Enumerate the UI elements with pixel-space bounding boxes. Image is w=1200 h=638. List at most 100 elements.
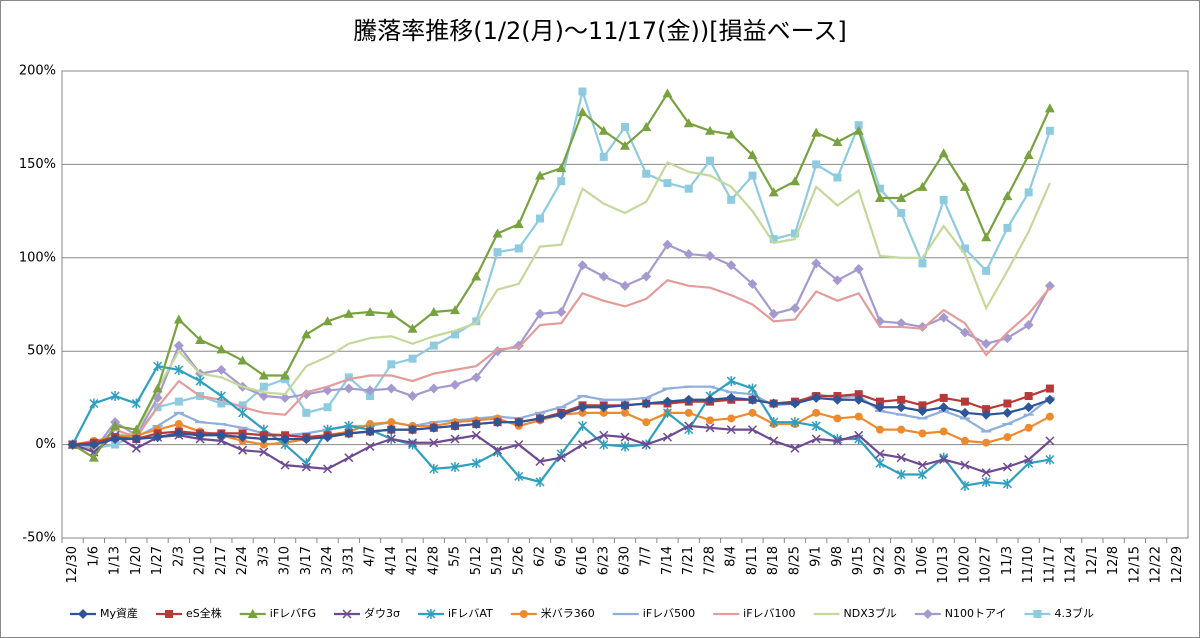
x-tick-label: 3/10 <box>278 546 293 575</box>
marker <box>938 312 949 323</box>
marker <box>577 402 588 413</box>
legend-label: NDX3ブル <box>844 606 897 620</box>
marker <box>620 432 630 442</box>
marker <box>365 385 376 396</box>
marker <box>960 244 969 253</box>
marker <box>768 187 779 197</box>
marker <box>450 379 461 390</box>
marker <box>387 360 396 369</box>
x-tick-label: 7/28 <box>702 546 717 575</box>
marker <box>450 462 460 473</box>
marker <box>875 397 884 406</box>
marker <box>556 163 567 173</box>
marker <box>1002 462 1012 472</box>
marker <box>599 152 608 161</box>
marker <box>811 127 822 137</box>
marker <box>663 179 672 188</box>
marker <box>621 408 629 417</box>
x-tick-label: 5/26 <box>511 546 526 575</box>
marker <box>152 432 163 443</box>
x-tick-label: 2/10 <box>193 546 208 575</box>
x-tick-label: 10/20 <box>957 546 972 583</box>
marker <box>854 412 863 421</box>
marker <box>429 463 439 474</box>
marker <box>1003 399 1012 408</box>
marker <box>535 456 545 466</box>
x-tick-label: 10/6 <box>915 546 930 575</box>
x-tick-label: 1/27 <box>150 546 165 575</box>
marker <box>748 408 757 417</box>
x-tick-label: 9/1 <box>809 546 824 567</box>
marker <box>492 417 503 428</box>
marker <box>621 123 629 132</box>
marker <box>519 610 528 618</box>
marker <box>1045 454 1055 465</box>
x-tick-label: 12/29 <box>1170 546 1185 583</box>
marker <box>78 609 88 619</box>
x-tick-label: 4/28 <box>426 546 441 575</box>
marker <box>811 420 821 431</box>
marker <box>917 469 927 480</box>
marker <box>1045 126 1054 135</box>
marker <box>747 425 758 435</box>
x-tick-label: 12/30 <box>65 546 80 583</box>
marker <box>598 402 609 413</box>
marker <box>216 344 227 354</box>
marker <box>897 395 906 404</box>
marker <box>1033 610 1042 618</box>
marker <box>875 425 884 434</box>
marker <box>599 439 609 450</box>
marker <box>428 306 439 316</box>
series-line <box>72 279 1051 450</box>
marker <box>131 424 142 434</box>
marker <box>153 361 163 372</box>
legend-label: eS全株 <box>186 606 222 620</box>
marker <box>174 397 183 406</box>
marker <box>1045 412 1054 421</box>
marker <box>960 460 970 470</box>
x-tick-label: 8/11 <box>745 546 760 575</box>
marker <box>812 408 821 417</box>
x-tick-label: 10/27 <box>979 546 994 583</box>
y-tick-label: 150% <box>19 157 56 172</box>
marker <box>875 449 885 459</box>
legend-label: ダウ3σ <box>364 606 400 620</box>
marker <box>747 394 758 405</box>
marker <box>1044 394 1055 405</box>
marker <box>896 193 907 203</box>
marker <box>960 397 969 406</box>
marker <box>1024 423 1033 432</box>
x-tick-label: 3/17 <box>299 546 314 575</box>
marker <box>513 219 524 229</box>
marker <box>832 275 843 286</box>
legend-label: 米バラ360 <box>541 607 595 620</box>
marker <box>981 338 992 349</box>
marker <box>471 271 482 281</box>
marker <box>429 438 439 448</box>
marker <box>959 407 970 418</box>
x-tick-label: 3/24 <box>320 546 335 575</box>
marker <box>216 436 226 446</box>
x-tick-label: 12/15 <box>1127 546 1142 583</box>
marker <box>407 424 418 435</box>
marker <box>1023 402 1034 413</box>
marker <box>322 316 333 326</box>
marker <box>280 392 291 403</box>
marker <box>1024 188 1033 197</box>
marker <box>237 355 248 365</box>
marker <box>833 414 842 423</box>
series-line <box>72 161 1051 452</box>
marker <box>939 393 948 402</box>
marker <box>1044 103 1055 113</box>
x-tick-label: 6/16 <box>575 546 590 575</box>
marker <box>535 413 546 424</box>
marker <box>386 424 397 435</box>
x-tick-label: 4/21 <box>405 546 420 575</box>
marker <box>387 418 396 427</box>
marker <box>577 440 588 450</box>
x-tick-label: 8/18 <box>766 546 781 575</box>
marker <box>684 408 693 417</box>
marker <box>938 148 949 158</box>
